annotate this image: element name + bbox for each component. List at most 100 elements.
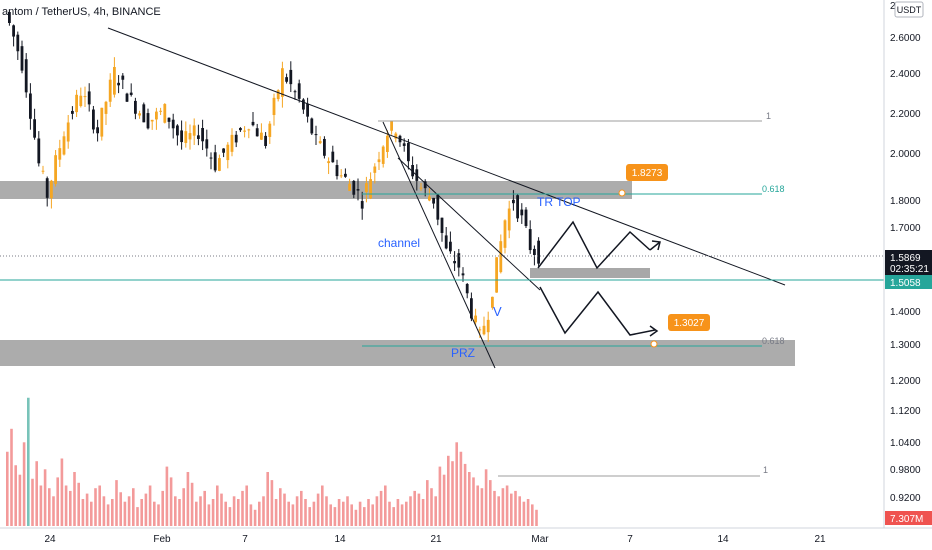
candle-body (12, 25, 15, 37)
y-tick-label: 0.9200 (890, 493, 921, 504)
badge-low-text: 1.3027 (674, 318, 705, 329)
volume-bar (178, 499, 181, 526)
candle-body (453, 261, 456, 264)
candle-body (306, 103, 309, 117)
candle-body (222, 148, 225, 153)
candle-body (352, 180, 356, 195)
candle-body (75, 94, 78, 113)
candle-body (339, 175, 343, 177)
candle-body (197, 135, 200, 139)
volume-bar (375, 496, 379, 526)
candle-body (318, 141, 322, 144)
volume-bar (514, 490, 517, 526)
candle-body (331, 151, 335, 163)
volume-bar (426, 480, 429, 526)
candle-body (180, 130, 183, 143)
volume-bar (153, 501, 156, 526)
candle-body (100, 107, 104, 137)
current-price-text: 1.5869 (890, 253, 921, 264)
candle-body (138, 113, 141, 116)
candle-body (125, 93, 129, 102)
candle-body (419, 187, 423, 189)
volume-bar (6, 451, 9, 526)
volume-bar (136, 507, 139, 526)
volume-bar (31, 478, 34, 526)
candle-body (20, 46, 24, 71)
candle-body (499, 241, 503, 273)
volume-bar (102, 496, 106, 526)
volume-badge-text: 7.307M (890, 514, 923, 525)
y-tick-label: 1.4000 (890, 307, 921, 318)
channel-upper-line (397, 157, 541, 291)
candle-body (503, 220, 507, 248)
volume-bar (459, 451, 463, 526)
volume-bar (207, 504, 211, 526)
candle-body (323, 138, 326, 156)
candle-body (62, 136, 66, 155)
fib-0618-high-label: 0.618 (762, 184, 785, 194)
volume-bar (56, 477, 59, 526)
volume-bar (182, 488, 185, 526)
volume-bar (480, 488, 484, 526)
volume-bar (266, 472, 269, 526)
candle-body (386, 135, 389, 152)
candle-body (491, 296, 494, 308)
candle-body (474, 315, 477, 323)
currency-badge (894, 1, 924, 18)
candle-body (50, 180, 53, 199)
volume-bar (18, 474, 22, 526)
candle-body (192, 125, 196, 136)
badge-anchor-low (650, 340, 658, 348)
countdown-text: 02:35:21 (890, 264, 929, 275)
volume-bar (526, 499, 530, 526)
volume-bar (52, 496, 55, 526)
volume-bar (392, 507, 395, 526)
x-tick-label: 14 (717, 534, 729, 545)
volume-bar (501, 488, 505, 526)
volume-bar (199, 496, 202, 526)
volume-bar (321, 485, 324, 526)
volume-bar (14, 465, 17, 526)
candle-body (159, 110, 162, 112)
candle-body (121, 75, 125, 80)
candle-body (171, 119, 175, 129)
candle-body (16, 34, 20, 52)
badge-high-text: 1.8273 (632, 168, 663, 179)
volume-bar (363, 507, 366, 526)
volume-bar (119, 492, 122, 526)
volume-bar (157, 504, 160, 526)
x-tick-label: Feb (153, 534, 171, 545)
candle-body (495, 257, 498, 293)
candle-body (255, 128, 259, 137)
candle-body (251, 121, 255, 126)
candle-body (457, 253, 461, 268)
candle-body (83, 96, 87, 98)
volume-bar (367, 499, 370, 526)
fib-volume-label: 1 (763, 465, 768, 475)
candle-body (432, 197, 435, 204)
candle-body (444, 235, 448, 249)
small-zone (530, 268, 650, 278)
volume-bar (148, 485, 152, 526)
candle-body (54, 155, 57, 184)
volume-bar (421, 499, 425, 526)
candle-body (92, 109, 95, 130)
volume-bar (174, 496, 177, 526)
volume-bar (438, 466, 442, 526)
volume-bar (505, 485, 509, 526)
candle-body (428, 196, 431, 201)
candle-body (218, 158, 221, 171)
candle-body (512, 199, 515, 204)
volume-bar (279, 488, 282, 526)
v-label: V (493, 304, 502, 319)
volume-bar (224, 501, 227, 526)
x-tick-label: Mar (531, 534, 549, 545)
candle-body (79, 95, 83, 107)
volume-bar (245, 485, 248, 526)
volume-bar (484, 469, 488, 526)
candle-body (230, 134, 234, 152)
volume-bar (333, 507, 337, 526)
volume-bar (203, 490, 206, 526)
volume-bar (535, 509, 538, 526)
